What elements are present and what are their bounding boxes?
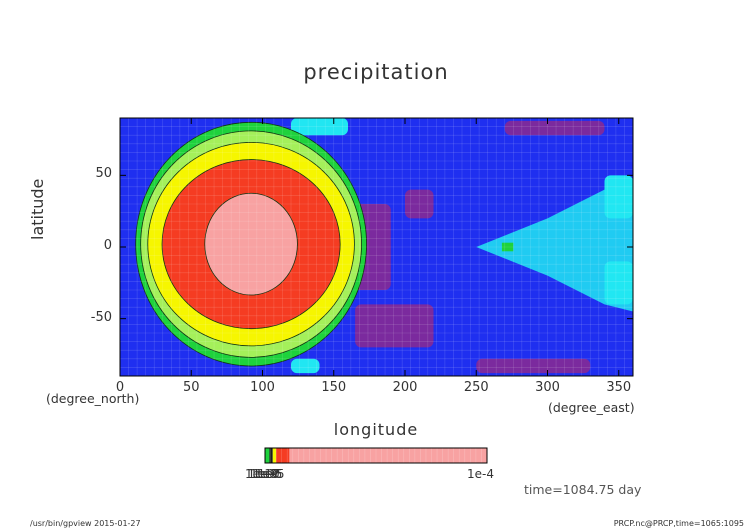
colorbar-segment [276, 448, 290, 463]
x-tick-label: 150 [321, 380, 347, 395]
field-patch [662, 127, 748, 136]
x-tick-label: 250 [463, 380, 489, 395]
colorbar-label: 1e-10 [245, 467, 280, 481]
y-axis-unit: (degree_north) [46, 391, 140, 406]
chart-title: precipitation [303, 60, 449, 84]
colorbar-label: 1e-7 [252, 467, 280, 481]
y-tick-label: 0 [103, 238, 112, 253]
x-tick-label: 200 [392, 380, 418, 395]
colorbar-max-label: 1e-4 [467, 467, 494, 481]
field-patch [476, 358, 591, 374]
y-tick-label: 50 [95, 166, 112, 182]
footer-right: PRCP.nc@PRCP,time=1065:1095 [613, 519, 744, 528]
time-label: time=1084.75 day [524, 482, 642, 497]
field-patch [504, 120, 605, 136]
colorbar-label: 1e-8 [250, 467, 277, 481]
field-wedge [476, 182, 633, 312]
y-tick-label: -50 [90, 309, 112, 325]
colorbar-label: 1e-9 [247, 467, 275, 481]
field-patch [355, 304, 434, 348]
x-tick-label: 100 [250, 380, 275, 395]
colorbar-segment [289, 448, 487, 463]
x-tick-label: 50 [182, 380, 200, 395]
x-axis-label: longitude [333, 420, 419, 439]
colorbar-segment [269, 448, 273, 463]
plot-field [120, 118, 748, 376]
colorbar-label: 1e-5 [257, 467, 285, 481]
x-tick-label: 0 [115, 380, 125, 395]
colorbar-segment [265, 448, 270, 463]
footer-left: /usr/bin/gpview 2015-01-27 [30, 519, 141, 528]
contour-core-pink [204, 192, 298, 296]
x-tick-label: 350 [606, 380, 632, 395]
field-spot [501, 242, 514, 252]
field-patch [405, 189, 434, 219]
x-axis-unit: (degree_east) [548, 400, 635, 415]
colorbar-segment [272, 448, 277, 463]
colorbar-label: 1e-6 [255, 467, 282, 481]
field-patch [291, 358, 320, 374]
x-tick-label: 300 [535, 380, 560, 395]
colorbar-frame [264, 447, 488, 464]
